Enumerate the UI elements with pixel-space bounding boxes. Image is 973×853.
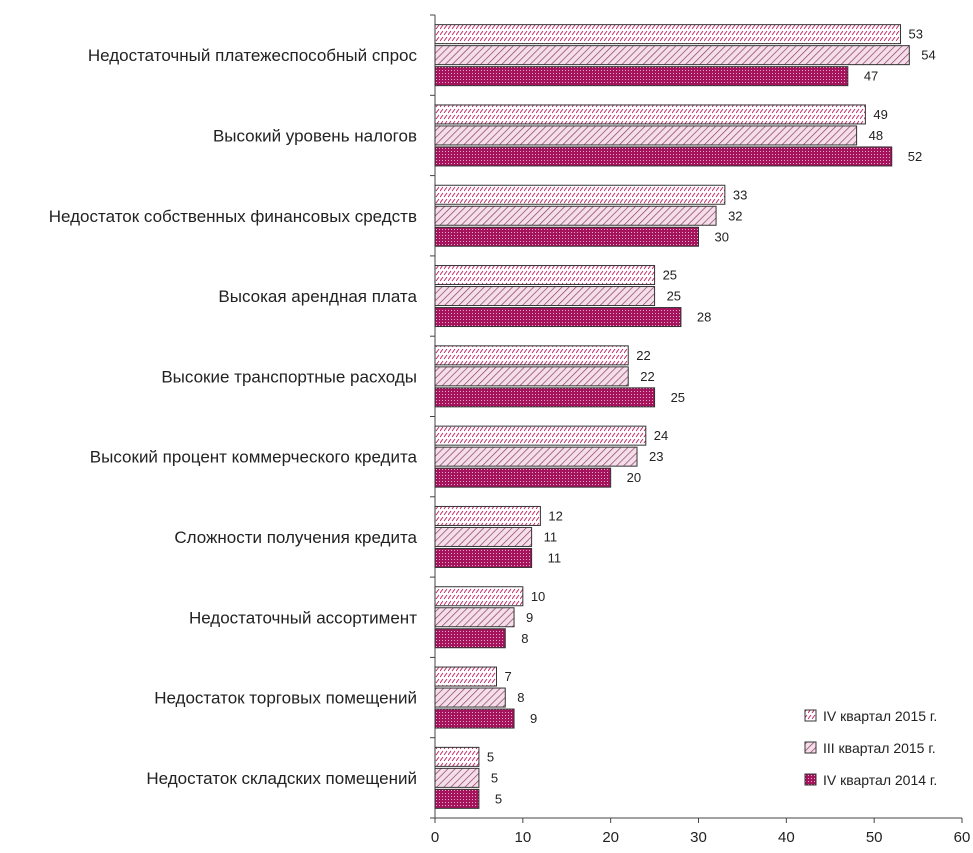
value-label: 20 xyxy=(627,470,641,485)
bar xyxy=(434,586,524,607)
x-tick-label: 20 xyxy=(602,829,619,846)
bar xyxy=(434,226,699,247)
bar xyxy=(434,708,515,729)
bar xyxy=(434,66,849,87)
bar xyxy=(434,184,726,205)
category-label: Недостаточный ассортимент xyxy=(189,608,417,627)
bar xyxy=(434,746,480,767)
category-label: Высокие транспортные расходы xyxy=(161,367,417,386)
value-label: 5 xyxy=(495,791,502,806)
category-label: Высокая арендная плата xyxy=(218,287,417,306)
value-label: 22 xyxy=(640,369,654,384)
x-tick-label: 30 xyxy=(690,829,707,846)
legend: IV квартал 2015 г. III квартал 2015 г. IV … xyxy=(804,708,937,788)
legend-label: III квартал 2015 г. xyxy=(823,740,936,756)
value-label: 12 xyxy=(548,508,562,523)
category-label: Недостаток торговых помещений xyxy=(154,689,417,708)
value-label: 11 xyxy=(548,550,562,565)
value-label: 24 xyxy=(654,428,668,443)
x-tick-label: 0 xyxy=(431,829,439,846)
x-tick-label: 50 xyxy=(866,829,883,846)
value-label: 9 xyxy=(526,610,533,625)
value-label: 49 xyxy=(873,107,887,122)
bar xyxy=(434,505,541,526)
bar xyxy=(434,425,647,446)
value-label: 11 xyxy=(544,529,558,544)
value-label: 47 xyxy=(864,69,878,84)
x-tick-label: 40 xyxy=(778,829,795,846)
bar xyxy=(434,345,629,366)
bars xyxy=(434,24,910,809)
bar xyxy=(434,286,656,307)
category-label: Высокий уровень налогов xyxy=(213,126,417,145)
bar xyxy=(434,387,656,408)
bar xyxy=(434,628,506,649)
value-label: 48 xyxy=(869,128,883,143)
value-label: 8 xyxy=(521,631,528,646)
legend-swatch xyxy=(804,709,817,722)
value-label: 25 xyxy=(671,390,685,405)
bar xyxy=(434,366,629,387)
x-tick-label: 10 xyxy=(514,829,531,846)
value-label: 22 xyxy=(636,348,650,363)
legend-label: IV квартал 2014 г. xyxy=(823,772,937,788)
bar xyxy=(434,687,506,708)
value-label: 9 xyxy=(530,711,537,726)
legend-swatch xyxy=(804,741,817,754)
bar xyxy=(434,767,480,788)
value-label: 7 xyxy=(504,669,511,684)
labels: Недостаточный платежеспособный спрос5354… xyxy=(49,27,936,807)
bar xyxy=(434,24,902,45)
legend-label: IV квартал 2015 г. xyxy=(823,708,937,724)
value-label: 53 xyxy=(909,27,923,42)
value-label: 32 xyxy=(728,208,742,223)
category-label: Высокий процент коммерческого кредита xyxy=(90,448,418,467)
bar xyxy=(434,526,533,547)
bar xyxy=(434,146,893,167)
category-label: Недостаточный платежеспособный спрос xyxy=(88,46,418,65)
value-label: 10 xyxy=(531,589,545,604)
bar xyxy=(434,547,533,568)
bar xyxy=(434,205,717,226)
value-label: 25 xyxy=(663,268,677,283)
value-label: 5 xyxy=(491,770,498,785)
value-label: 8 xyxy=(517,690,524,705)
value-label: 5 xyxy=(487,749,494,764)
bar xyxy=(434,307,682,328)
bar xyxy=(434,265,656,286)
value-label: 30 xyxy=(715,229,729,244)
category-label: Недостаток собственных финансовых средст… xyxy=(49,207,417,226)
value-label: 25 xyxy=(667,289,681,304)
bar xyxy=(434,467,612,488)
bar xyxy=(434,104,866,125)
bar xyxy=(434,446,638,467)
x-tick-label: 60 xyxy=(954,829,971,846)
bar xyxy=(434,125,858,146)
bar xyxy=(434,45,910,66)
value-label: 33 xyxy=(733,187,747,202)
value-label: 28 xyxy=(697,310,711,325)
category-label: Недостаток складских помещений xyxy=(146,769,417,788)
legend-swatch xyxy=(804,773,817,786)
bar xyxy=(434,666,497,687)
value-label: 52 xyxy=(908,149,922,164)
value-label: 23 xyxy=(649,449,663,464)
category-label: Сложности получения кредита xyxy=(174,528,417,547)
bar xyxy=(434,607,515,628)
bar xyxy=(434,788,480,809)
value-label: 54 xyxy=(921,48,935,63)
